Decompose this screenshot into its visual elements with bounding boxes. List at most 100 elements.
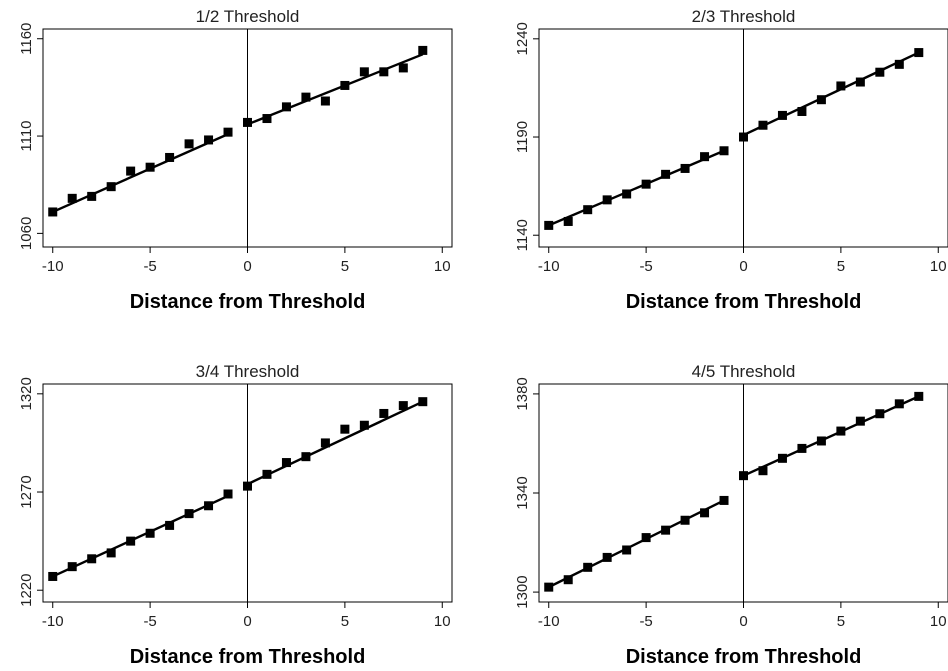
x-tick-label: -5 — [143, 613, 156, 630]
data-point — [797, 106, 807, 116]
x-tick-label: 10 — [434, 613, 451, 630]
data-point — [583, 205, 593, 215]
data-point — [914, 48, 924, 58]
data-point — [281, 458, 291, 468]
data-point — [379, 408, 389, 418]
x-tick-label: 10 — [434, 258, 451, 275]
fit-line-right — [246, 400, 424, 486]
data-point — [836, 426, 846, 436]
data-point — [165, 520, 175, 530]
data-point — [680, 515, 690, 525]
x-tick-label: 0 — [739, 258, 747, 275]
x-tick-label: -10 — [538, 258, 560, 275]
data-point — [700, 508, 710, 518]
y-tick-label: 1140 — [514, 219, 531, 251]
data-point — [106, 548, 116, 558]
data-point — [875, 67, 885, 77]
data-point — [914, 391, 924, 401]
data-point — [301, 92, 311, 102]
data-point — [418, 45, 428, 55]
fit-line-left — [52, 494, 229, 578]
y-tick-label: 1110 — [18, 120, 35, 151]
data-point — [894, 399, 904, 409]
data-point — [563, 216, 573, 226]
x-axis-label: Distance from Threshold — [626, 646, 862, 668]
y-tick-label: 1060 — [18, 217, 35, 250]
data-point — [563, 575, 573, 585]
data-point — [700, 152, 710, 162]
data-point — [719, 495, 729, 505]
x-tick-label: -10 — [538, 613, 560, 630]
data-point — [583, 562, 593, 572]
y-tick-label: 1340 — [514, 476, 531, 509]
x-tick-label: 5 — [837, 258, 845, 275]
x-tick-label: -5 — [143, 258, 156, 275]
panel-4-5-threshold: 4/5 Threshold -10 -5 0 5 10 1300 1340 1380 Distan… — [514, 362, 948, 668]
data-point — [126, 166, 136, 176]
data-point — [836, 81, 846, 91]
fit-line-left — [52, 133, 229, 214]
data-point — [67, 193, 77, 203]
data-point — [145, 528, 155, 538]
data-point — [48, 207, 58, 217]
x-tick-label: -5 — [639, 258, 652, 275]
panel-2-3-threshold: 2/3 Threshold -10 -5 0 5 10 1140 1190 1240 Distan… — [514, 7, 948, 313]
x-axis-label: Distance from Threshold — [130, 646, 366, 668]
data-point — [544, 220, 554, 230]
data-point — [320, 96, 330, 106]
x-tick-label: -5 — [639, 613, 652, 630]
data-point — [184, 139, 194, 149]
data-point — [204, 135, 214, 145]
data-point — [301, 452, 311, 462]
data-point — [418, 397, 428, 407]
panel-title: 3/4 Threshold — [196, 362, 300, 381]
data-point — [797, 443, 807, 453]
data-point — [622, 545, 632, 555]
data-point — [641, 179, 651, 189]
y-tick-label: 1300 — [514, 575, 531, 608]
panel-1-2-threshold: 1/2 Threshold -10 -5 0 5 10 1060 1110 1160 Distan… — [18, 7, 453, 313]
data-point — [67, 562, 77, 572]
data-point — [145, 162, 155, 172]
x-tick-label: 0 — [243, 258, 251, 275]
x-axis-label: Distance from Threshold — [130, 291, 366, 313]
data-point — [87, 191, 97, 201]
panel-title: 4/5 Threshold — [692, 362, 796, 381]
data-point — [622, 189, 632, 199]
data-point — [340, 424, 350, 434]
x-tick-label: 10 — [930, 613, 947, 630]
x-tick-label: 5 — [341, 258, 349, 275]
data-point — [223, 489, 233, 499]
data-point — [48, 571, 58, 581]
panel-title: 1/2 Threshold — [196, 7, 300, 26]
y-tick-label: 1380 — [514, 377, 531, 410]
data-point — [777, 453, 787, 463]
data-point — [855, 77, 865, 87]
x-tick-label: 0 — [739, 613, 747, 630]
data-point — [398, 401, 408, 411]
data-point — [223, 127, 233, 137]
fit-line-left — [548, 149, 725, 227]
data-point — [777, 110, 787, 120]
x-tick-label: 5 — [837, 613, 845, 630]
data-point — [875, 409, 885, 419]
data-point — [340, 80, 350, 90]
data-point — [719, 146, 729, 156]
x-tick-label: 10 — [930, 258, 947, 275]
x-tick-label: -10 — [42, 613, 64, 630]
y-tick-label: 1220 — [18, 574, 35, 607]
data-point — [758, 466, 768, 476]
y-tick-label: 1190 — [514, 121, 531, 153]
data-point — [602, 195, 612, 205]
data-point — [641, 533, 651, 543]
fit-line-right — [743, 395, 920, 477]
data-point — [126, 536, 136, 546]
panel-title: 2/3 Threshold — [692, 7, 796, 26]
x-axis-label: Distance from Threshold — [626, 291, 862, 313]
data-point — [165, 152, 175, 162]
data-point — [243, 117, 252, 127]
data-point — [106, 182, 116, 192]
data-point — [661, 525, 671, 535]
data-point — [739, 132, 748, 142]
